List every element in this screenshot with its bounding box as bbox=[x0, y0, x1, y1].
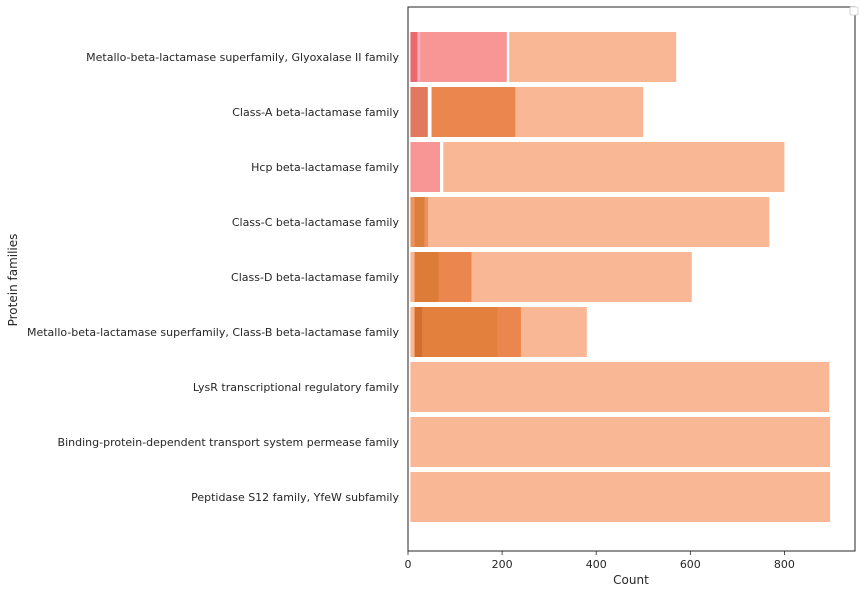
y-tick-label: Peptidase S12 family, YfeW subfamily bbox=[191, 491, 399, 504]
y-tick-label: Class-D beta-lactamase family bbox=[231, 271, 399, 284]
y-tick-label: Metallo-beta-lactamase superfamily, Glyo… bbox=[86, 51, 399, 64]
y-tick-label: Binding-protein-dependent transport syst… bbox=[58, 436, 400, 449]
bar-5-18 bbox=[414, 307, 423, 357]
y-tick-label: Metallo-beta-lactamase superfamily, Clas… bbox=[27, 326, 399, 339]
bar-3-9 bbox=[426, 197, 770, 247]
x-tick-label: 800 bbox=[774, 558, 795, 571]
bar-3-11 bbox=[414, 197, 425, 247]
bar-2-8 bbox=[410, 142, 440, 192]
y-tick-label: LysR transcriptional regulatory family bbox=[193, 381, 400, 394]
y-tick-label: Class-A beta-lactamase family bbox=[232, 106, 399, 119]
bar-0-2 bbox=[410, 32, 418, 82]
bar-0-1 bbox=[419, 32, 507, 82]
y-axis-title: Protein families bbox=[6, 234, 20, 327]
plot-frame bbox=[407, 6, 856, 552]
bar-0-3 bbox=[417, 32, 422, 82]
y-tick-label: Class-C beta-lactamase family bbox=[232, 216, 400, 229]
bar-6-19 bbox=[410, 362, 830, 412]
y-axis: Metallo-beta-lactamase superfamily, Glyo… bbox=[27, 51, 400, 504]
y-tick-label: Hcp beta-lactamase family bbox=[251, 161, 399, 174]
bar-4-14 bbox=[414, 252, 439, 302]
bar-1-6 bbox=[410, 87, 428, 137]
legend-box bbox=[849, 6, 859, 16]
x-axis-title: Count bbox=[613, 573, 649, 587]
x-tick-label: 200 bbox=[492, 558, 513, 571]
bars-layer bbox=[410, 32, 831, 522]
bar-8-21 bbox=[410, 472, 831, 522]
x-tick-label: 0 bbox=[405, 558, 412, 571]
x-tick-label: 600 bbox=[680, 558, 701, 571]
bar-2-7 bbox=[443, 142, 785, 192]
x-axis: 0 200 400 600 800 bbox=[405, 551, 795, 571]
bar-0-0 bbox=[509, 32, 677, 82]
x-tick-label: 400 bbox=[586, 558, 607, 571]
bar-5-17 bbox=[414, 307, 498, 357]
bar-7-20 bbox=[410, 417, 831, 467]
bar-1-5 bbox=[431, 87, 516, 137]
